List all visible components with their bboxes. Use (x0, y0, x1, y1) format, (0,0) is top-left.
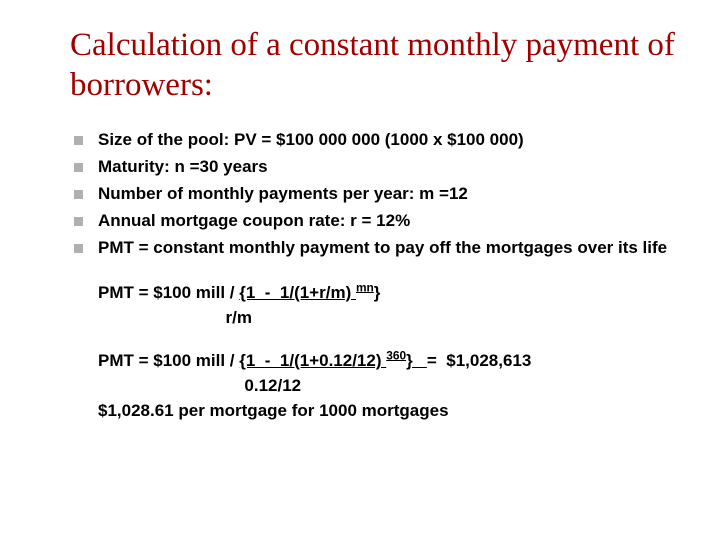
formula-2-denominator: 0.12/12 (98, 375, 680, 398)
formula-1-numerator: PMT = $100 mill / {1 - 1/(1+r/m) mn} (98, 282, 680, 305)
final-line: $1,028.61 per mortgage for 1000 mortgage… (98, 400, 680, 423)
list-item: PMT = constant monthly payment to pay of… (70, 237, 680, 260)
list-item: Annual mortgage coupon rate: r = 12% (70, 210, 680, 233)
list-item: Size of the pool: PV = $100 000 000 (100… (70, 129, 680, 152)
formula-2-numerator: PMT = $100 mill / {1 - 1/(1+0.12/12) 360… (98, 350, 680, 373)
formula-1-denominator: r/m (98, 307, 680, 330)
slide: Calculation of a constant monthly paymen… (0, 0, 720, 540)
list-item: Number of monthly payments per year: m =… (70, 183, 680, 206)
slide-title: Calculation of a constant monthly paymen… (70, 26, 680, 105)
bullet-list: Size of the pool: PV = $100 000 000 (100… (70, 129, 680, 260)
formula-block: PMT = $100 mill / {1 - 1/(1+r/m) mn} r/m… (98, 282, 680, 423)
list-item: Maturity: n =30 years (70, 156, 680, 179)
